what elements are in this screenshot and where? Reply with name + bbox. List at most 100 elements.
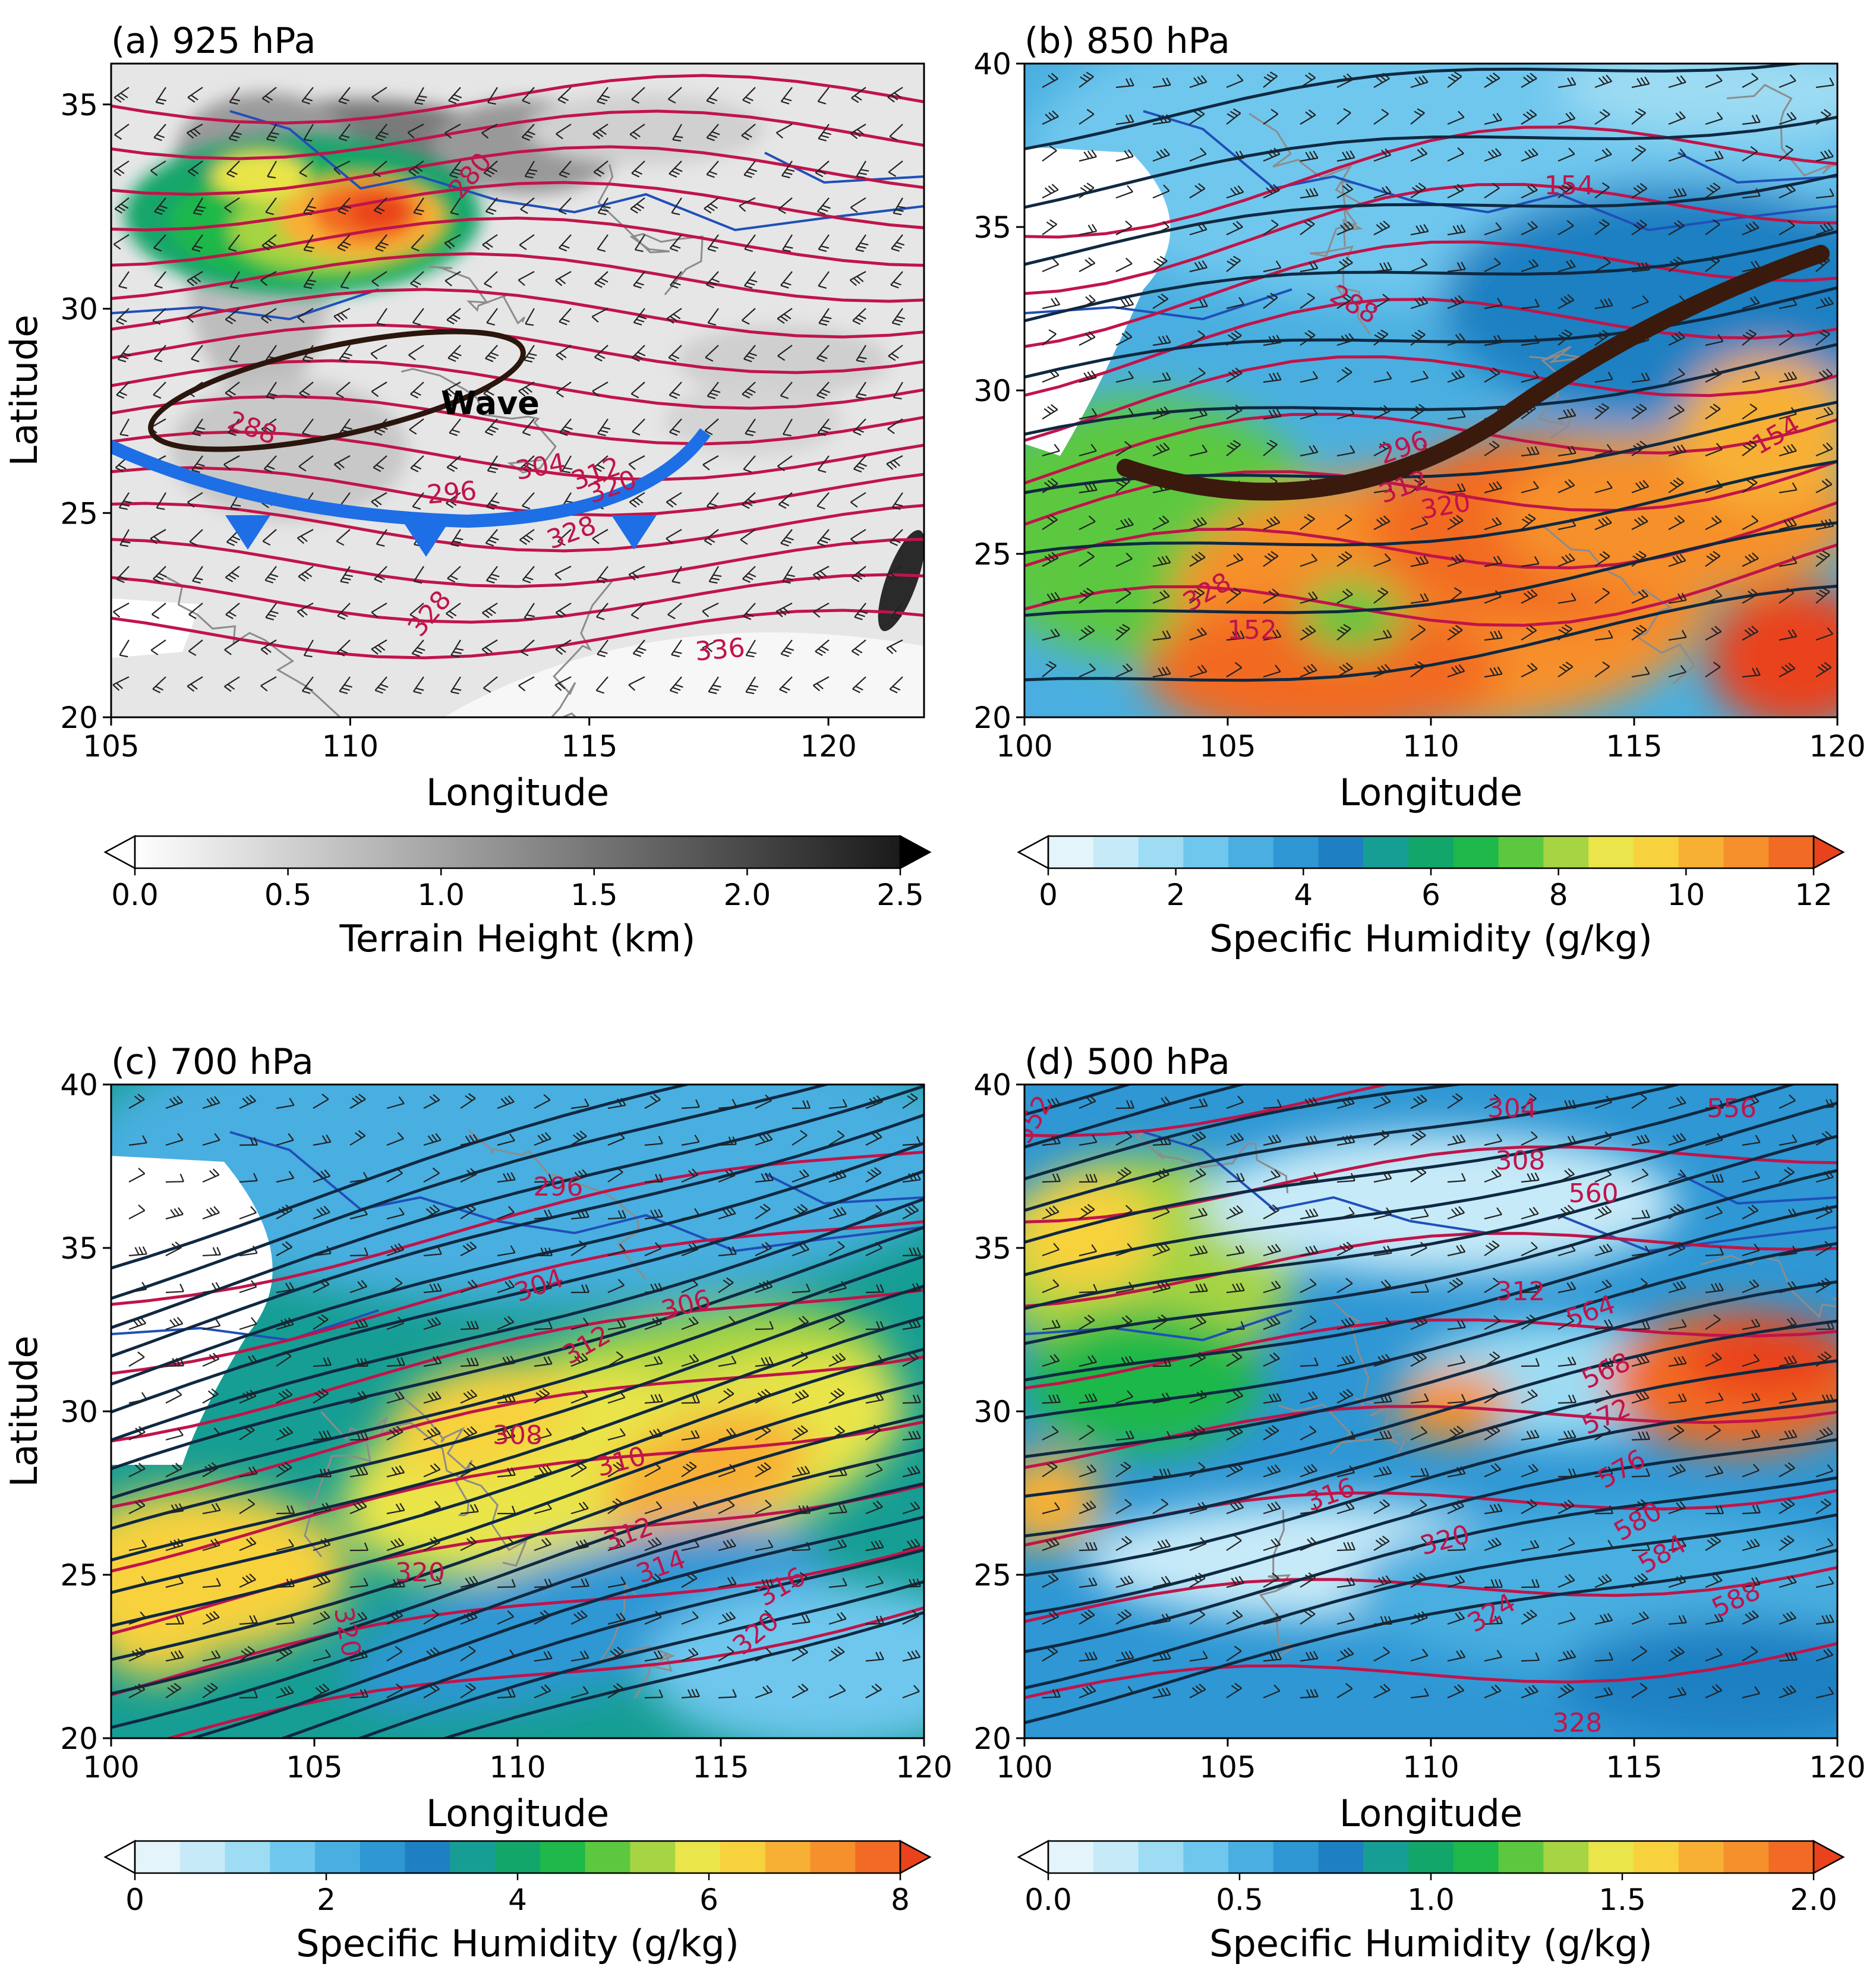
wind-barb [497, 1394, 516, 1404]
wind-barb [313, 1134, 332, 1146]
wind-barb [1484, 148, 1502, 162]
wind-barb [1631, 515, 1648, 530]
wind-barb [681, 1168, 699, 1183]
wind-barb [775, 603, 793, 617]
wind-barb [1300, 591, 1318, 604]
wind-barb [113, 160, 130, 176]
wind-barb [191, 455, 205, 473]
y-tick-label: 25 [973, 537, 1011, 572]
wind-barb [1189, 587, 1205, 604]
contour-line [1024, 1319, 1837, 1498]
wind-barb [865, 1241, 882, 1256]
wind-barb [1668, 368, 1685, 383]
wind-barb [629, 124, 645, 140]
wind-barb [1668, 331, 1685, 346]
wind-barb [1668, 404, 1685, 420]
wind-barb [1447, 483, 1466, 494]
wind-barb [1447, 1206, 1465, 1220]
wind-barb [1815, 1131, 1833, 1146]
wind-barb [1815, 478, 1833, 493]
wind-barb [850, 492, 866, 508]
wind-barb [313, 1574, 331, 1588]
wind-barb [1152, 220, 1169, 235]
wind-barb [518, 382, 535, 397]
wind-barb [681, 1647, 699, 1662]
wind-barb [816, 382, 831, 399]
taiwan-terrain [878, 529, 924, 632]
colorbar-tick-label: 1.5 [570, 878, 618, 912]
wind-barb [1815, 1394, 1834, 1404]
wind-barb [1189, 147, 1207, 162]
wind-barb [1668, 256, 1684, 272]
wind-barb [450, 529, 464, 547]
wind-barb [1631, 1431, 1651, 1441]
contour-line [1024, 182, 1837, 295]
wind-barb [150, 639, 166, 655]
wind-barb [1521, 1093, 1537, 1109]
wind-barb [1594, 257, 1611, 272]
wind-barb [423, 1683, 440, 1698]
wind-barb [1594, 1574, 1612, 1588]
wind-barb [1705, 661, 1721, 677]
wind-barb [865, 1500, 883, 1515]
wind-barb [1263, 184, 1280, 198]
wind-barb [1594, 1131, 1612, 1146]
wind-barb [1779, 1611, 1797, 1625]
wind-barb [1115, 1355, 1134, 1367]
wind-barb [644, 1428, 663, 1441]
wind-barb [128, 1683, 146, 1698]
wind-barb [165, 1428, 184, 1441]
wind-barb [706, 87, 719, 105]
wind-barb [1152, 1687, 1171, 1699]
wind-barb [446, 603, 461, 619]
wind-barb [1263, 1099, 1282, 1109]
wind-barb [681, 1539, 700, 1552]
front-barb [611, 515, 657, 550]
wind-barb [592, 529, 608, 544]
wind-barb [1705, 112, 1723, 125]
wind-barb [1373, 587, 1389, 604]
wind-barb [1742, 1134, 1761, 1146]
wind-barb [644, 1573, 661, 1588]
wind-barb [1226, 150, 1245, 162]
wind-barb [1152, 335, 1171, 346]
wind-barb [644, 1355, 663, 1367]
wind-barb [886, 455, 903, 470]
wind-barb [460, 1536, 477, 1551]
contour-label: 152 [1227, 615, 1277, 645]
x-tick-label: 110 [489, 1750, 546, 1785]
wind-barb [704, 197, 719, 214]
wind-barb [1410, 1499, 1427, 1514]
wind-barb [1668, 1500, 1686, 1515]
wind-barb [792, 1389, 809, 1404]
colorbar-extend-max [1812, 834, 1845, 870]
wind-barb [497, 1689, 516, 1699]
contour-line [111, 1315, 924, 1562]
wind-barb [1263, 1538, 1281, 1552]
wind-barb [1521, 663, 1538, 677]
wind-barb [1705, 182, 1721, 198]
x-tick-label: 110 [1402, 729, 1459, 764]
wind-barb [1115, 1281, 1134, 1294]
wind-barb [596, 603, 608, 620]
wind-barb [376, 529, 387, 547]
wind-barb [337, 603, 351, 620]
contour-line [111, 252, 924, 303]
wind-barb [1631, 1468, 1651, 1478]
wind-barb [743, 455, 756, 473]
wind-barb [1631, 262, 1650, 273]
wind-barb [239, 1424, 255, 1440]
wind-barb [276, 1351, 292, 1367]
wind-barb [1152, 666, 1171, 678]
wind-barb [1557, 1650, 1577, 1662]
wind-barb [792, 1646, 809, 1662]
wind-barb [1152, 1358, 1172, 1367]
wind-barb [628, 566, 645, 581]
contour-line [1024, 459, 1837, 555]
wind-barb [1742, 1170, 1761, 1183]
wind-barb [1668, 1133, 1686, 1146]
x-tick-label: 105 [286, 1750, 342, 1785]
wind-barb [792, 1614, 811, 1625]
wind-barb [745, 676, 759, 695]
